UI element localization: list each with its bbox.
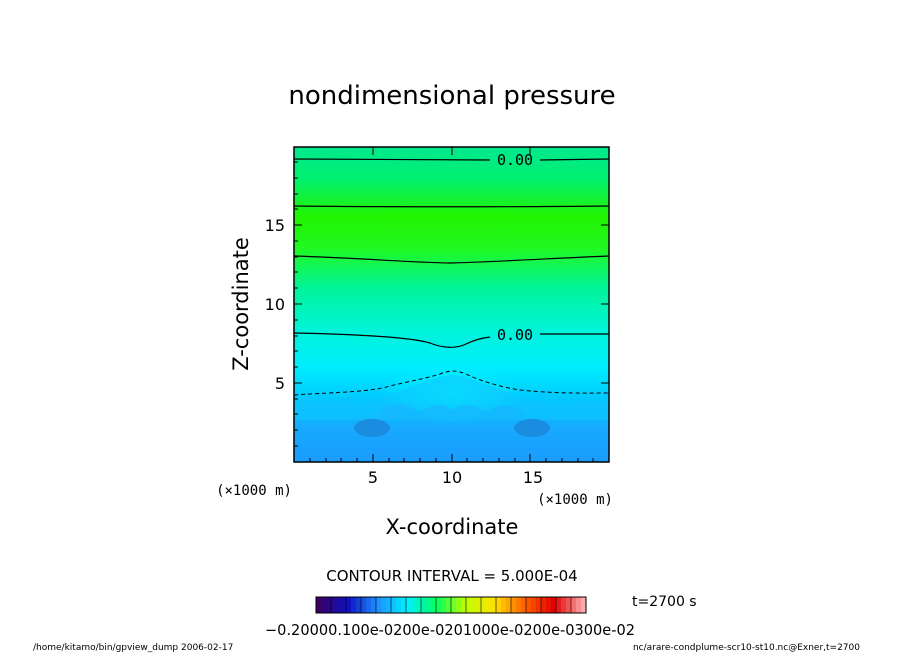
- x-axis-label: X-coordinate: [386, 515, 519, 539]
- time-label: t=2700 s: [632, 594, 697, 610]
- colorbar-frame: [315, 596, 587, 614]
- colorbar-cell: [456, 597, 461, 613]
- colorbar-cell: [551, 597, 556, 613]
- colorbar-cell: [431, 597, 436, 613]
- contour-line-negative: [294, 370, 609, 396]
- y-tick-label: 15: [265, 216, 285, 235]
- field-patch: [294, 375, 609, 420]
- y-tick-label: 10: [265, 295, 285, 314]
- colorbar-cell: [571, 597, 576, 613]
- y-axis-unit: (×1000 m): [216, 483, 292, 499]
- colorbar-cell: [561, 597, 566, 613]
- colorbar-cell: [331, 597, 336, 613]
- colorbar-cell: [421, 597, 426, 613]
- colorbar-cell: [366, 597, 371, 613]
- colorbar-cell: [556, 597, 561, 613]
- field-patch: [380, 404, 522, 420]
- colorbar-cell: [496, 597, 501, 613]
- colorbar-cell: [446, 597, 451, 613]
- colorbar-cell: [541, 597, 546, 613]
- colorbar-cell: [566, 597, 571, 613]
- colorbar-cell: [326, 597, 331, 613]
- plot-area: [294, 147, 609, 462]
- colorbar-cell: [476, 597, 481, 613]
- colorbar-cell: [451, 597, 456, 613]
- colorbar-cell: [336, 597, 341, 613]
- colorbar-cell: [376, 597, 381, 613]
- tick-marks: [294, 146, 609, 462]
- colorbar-cell: [501, 597, 506, 613]
- colorbar-cell: [316, 597, 321, 613]
- colorbar-cell: [341, 597, 346, 613]
- colorbar-cell: [436, 597, 441, 613]
- contour-label: 0.00: [497, 326, 533, 344]
- colorbar-cell: [361, 597, 366, 613]
- colorbar-cell: [371, 597, 376, 613]
- colorbar-cell: [491, 597, 496, 613]
- colorbar-cell: [471, 597, 476, 613]
- colorbar-cell: [356, 597, 361, 613]
- footer-left: /home/kitamo/bin/gpview_dump 2006-02-17: [33, 643, 233, 653]
- colorbar: [315, 597, 586, 613]
- colorbar-cell: [511, 597, 516, 613]
- contour-label: 0.00: [497, 151, 533, 169]
- x-axis-unit: (×1000 m): [537, 492, 613, 508]
- contour-line: [294, 158, 609, 161]
- y-axis-label: Z-coordinate: [229, 237, 253, 371]
- contour-line: [294, 255, 609, 264]
- colorbar-cell: [406, 597, 411, 613]
- chart-title: nondimensional pressure: [288, 81, 615, 111]
- colorbar-cell: [461, 597, 466, 613]
- colorbar-cell: [466, 597, 471, 613]
- colorbar-cell: [516, 597, 521, 613]
- x-tick-label: 5: [368, 468, 378, 487]
- contour-interval-label: CONTOUR INTERVAL = 5.000E-04: [326, 567, 577, 585]
- colorbar-cell: [346, 597, 351, 613]
- colorbar-cell: [321, 597, 326, 613]
- colorbar-cell: [536, 597, 541, 613]
- field-patch: [514, 419, 550, 437]
- colorbar-cell: [526, 597, 531, 613]
- colorbar-cell: [481, 597, 486, 613]
- colorbar-cell: [521, 597, 526, 613]
- colorbar-cell: [391, 597, 396, 613]
- colorbar-cell: [441, 597, 446, 613]
- colorbar-cell: [581, 597, 586, 613]
- contour-line: [294, 332, 609, 348]
- colorbar-cell: [386, 597, 391, 613]
- colorbar-cell: [576, 597, 581, 613]
- footer-right: nc/arare-condplume-scr10-st10.nc@Exner,t…: [633, 643, 860, 653]
- colorbar-cell: [486, 597, 491, 613]
- colorbar-cell: [506, 597, 511, 613]
- colorbar-cell: [411, 597, 416, 613]
- colorbar-cell: [401, 597, 406, 613]
- x-tick-label: 10: [442, 468, 462, 487]
- colorbar-tick-labels: −0.20000.100e-0200e-0201000e-0200e-0300e…: [265, 621, 635, 639]
- colorbar-cell: [396, 597, 401, 613]
- colorbar-cell: [546, 597, 551, 613]
- field-patch: [354, 419, 390, 437]
- colorbar-cell: [426, 597, 431, 613]
- colorbar-cell: [531, 597, 536, 613]
- colorbar-cell: [351, 597, 356, 613]
- contour-line: [294, 205, 609, 208]
- colorbar-cell: [416, 597, 421, 613]
- colorbar-cell: [381, 597, 386, 613]
- y-tick-label: 5: [275, 374, 285, 393]
- x-tick-label: 15: [523, 468, 543, 487]
